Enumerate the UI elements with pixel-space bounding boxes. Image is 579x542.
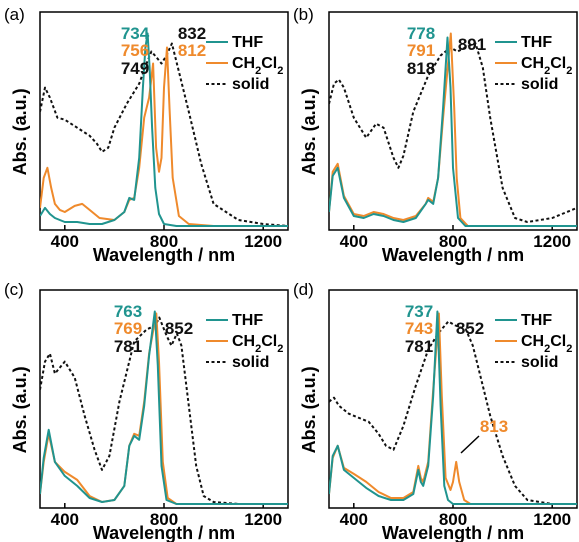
chart-panel: (a) 400 800 1200 Wavelength / nm Abs. (a.u.) T… <box>4 5 289 265</box>
x-tick-label: 1200 <box>244 232 282 251</box>
x-axis-title: Wavelength / nm <box>93 245 235 265</box>
series-line-ch2cl2 <box>40 46 288 227</box>
x-tick-label: 800 <box>150 232 178 251</box>
y-axis-title: Abs. (a.u.) <box>10 88 30 175</box>
peak-label: 791 <box>407 41 435 60</box>
peak-leader-line <box>460 435 480 454</box>
y-axis-title: Abs. (a.u.) <box>299 366 319 453</box>
series-line-solid <box>40 316 288 505</box>
peak-label: 812 <box>178 41 206 60</box>
peak-label: 756 <box>121 41 149 60</box>
legend-label: CH2Cl2 <box>232 333 283 355</box>
series-line-ch2cl2 <box>40 312 288 505</box>
y-axis-title: Abs. (a.u.) <box>299 88 319 175</box>
peak-label: 743 <box>405 319 433 338</box>
peak-label: 763 <box>114 302 142 321</box>
x-axis-title: Wavelength / nm <box>382 523 524 542</box>
series-line-thf <box>40 32 288 227</box>
peak-label: 891 <box>458 35 486 54</box>
peak-label: 813 <box>480 417 508 436</box>
x-tick-label: 1200 <box>533 510 571 529</box>
y-axis-title: Abs. (a.u.) <box>10 366 30 453</box>
peak-label: 832 <box>178 24 206 43</box>
legend-label: solid <box>232 76 269 93</box>
peak-label: 769 <box>114 319 142 338</box>
series-line-thf <box>329 310 577 505</box>
x-tick-label: 1200 <box>533 232 571 251</box>
x-axis-title: Wavelength / nm <box>382 245 524 265</box>
x-tick-label: 800 <box>439 510 467 529</box>
legend-label: THF <box>232 312 263 329</box>
legend-label: CH2Cl2 <box>521 55 572 77</box>
x-tick-label: 800 <box>150 510 178 529</box>
peak-label: 781 <box>114 337 142 356</box>
legend-label: THF <box>521 34 552 51</box>
peak-label: 781 <box>405 337 433 356</box>
x-tick-label: 400 <box>340 232 368 251</box>
peak-label: 734 <box>121 24 150 43</box>
peak-label: 818 <box>407 59 435 78</box>
chart-panel: (c) 400 800 1200 Wavelength / nm Abs. (a.u.) T… <box>4 280 289 542</box>
panel-label: (a) <box>4 5 25 24</box>
legend-label: solid <box>232 354 269 371</box>
series-line-solid <box>329 320 577 505</box>
x-axis-title: Wavelength / nm <box>93 523 235 542</box>
legend-label: CH2Cl2 <box>521 333 572 355</box>
x-tick-label: 400 <box>340 510 368 529</box>
peak-label: 749 <box>121 59 149 78</box>
x-tick-label: 400 <box>51 510 79 529</box>
legend-label: THF <box>232 34 263 51</box>
series-line-thf <box>329 36 577 227</box>
x-tick-label: 400 <box>51 232 79 251</box>
legend-label: CH2Cl2 <box>232 55 283 77</box>
peak-label: 852 <box>456 319 484 338</box>
panel-label: (d) <box>293 280 314 299</box>
peak-label: 737 <box>405 302 433 321</box>
series-line-solid <box>329 42 577 223</box>
legend-label: solid <box>521 76 558 93</box>
x-tick-label: 1200 <box>244 510 282 529</box>
x-tick-label: 800 <box>439 232 467 251</box>
panel-label: (c) <box>4 280 24 299</box>
chart-panel: (b) 400 800 1200 Wavelength / nm Abs. (a.u.) T… <box>293 5 578 265</box>
chart-panel: (d) 400 800 1200 Wavelength / nm Abs. (a.u.) T… <box>293 280 578 542</box>
panel-label: (b) <box>293 5 314 24</box>
series-line-thf <box>40 310 288 505</box>
peak-label: 852 <box>165 319 193 338</box>
legend-label: THF <box>521 312 552 329</box>
peak-label: 778 <box>407 24 435 43</box>
legend-label: solid <box>521 354 558 371</box>
